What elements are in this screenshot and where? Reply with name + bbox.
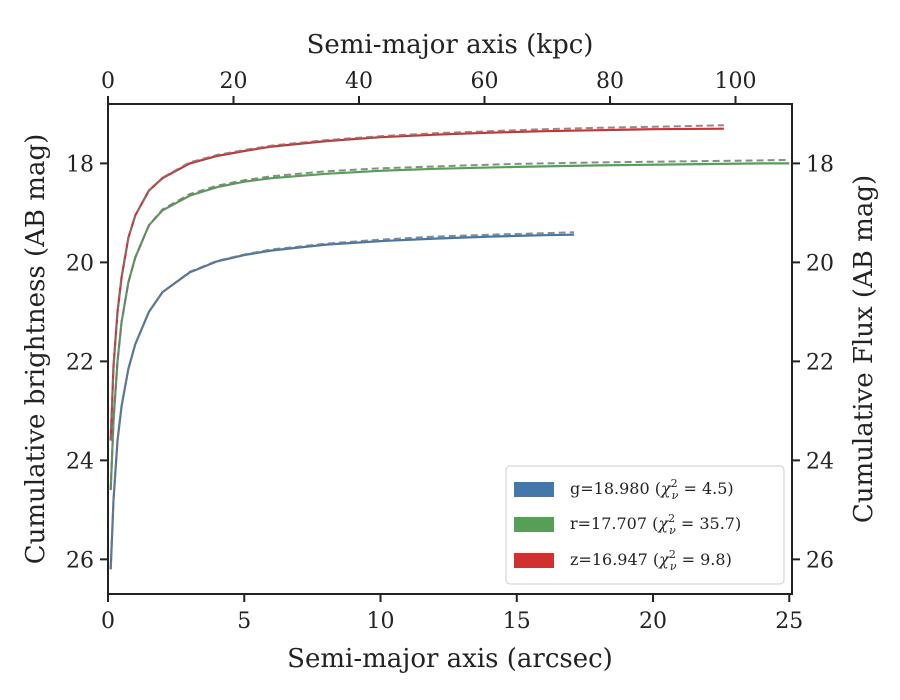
- x2-tick-label: 20: [220, 69, 248, 94]
- y2-tick-label: 26: [806, 548, 834, 573]
- x-tick-label: 15: [503, 609, 531, 634]
- x2-tick-label: 80: [596, 69, 624, 94]
- y2-tick-label: 20: [806, 251, 834, 276]
- model-line-g: [109, 231, 575, 570]
- x-tick-label: 0: [101, 609, 115, 634]
- y2-axis-label: Cumulative Flux (AB mag): [849, 175, 879, 523]
- y2-tick-label: 24: [806, 449, 834, 474]
- chart-ticks: 0 5 10 15 20 25 0 20 40 60 80 100 18 18 20 20 22 22 24 24 26…: [66, 69, 834, 634]
- x-tick-label: 20: [639, 609, 667, 634]
- x-tick-label: 5: [237, 609, 251, 634]
- plot-frame: [107, 103, 793, 595]
- model-line-r: [109, 158, 790, 491]
- y-tick-label: 22: [66, 350, 94, 375]
- y2-tick-label: 18: [806, 152, 834, 177]
- x-axis-label: Semi-major axis (arcsec): [287, 644, 613, 674]
- y-tick-label: 26: [66, 548, 94, 573]
- legend-label-g: g=18.980 (χ2 ν = 4.5): [570, 477, 734, 502]
- y-tick-label: 24: [66, 449, 94, 474]
- x2-axis-label: Semi-major axis (kpc): [307, 30, 594, 60]
- legend-label-r: r=17.707 (χ2 ν = 35.7): [570, 512, 741, 537]
- model-line-z: [109, 124, 724, 441]
- legend-swatch-z: [514, 553, 554, 568]
- x2-tick-label: 0: [101, 69, 115, 94]
- x2-tick-label: 100: [715, 69, 757, 94]
- legend-box: [505, 465, 785, 585]
- legend: g=18.980 (χ2 ν = 4.5) r=17.707 (χ2 ν = 35.…: [505, 465, 785, 585]
- legend-swatch-r: [514, 517, 554, 532]
- series-line-g: [109, 233, 575, 570]
- y-tick-label: 18: [66, 152, 94, 177]
- series-line-r: [109, 162, 790, 491]
- y-tick-label: 20: [66, 251, 94, 276]
- legend-swatch-g: [514, 482, 554, 497]
- y-axis-label: Cumulative brightness (AB mag): [21, 134, 51, 565]
- x-tick-label: 10: [367, 609, 395, 634]
- legend-label-z: z=16.947 (χ2 ν = 9.8): [570, 548, 732, 573]
- x2-tick-label: 40: [345, 69, 373, 94]
- x-tick-label: 25: [775, 609, 803, 634]
- x2-tick-label: 60: [471, 69, 499, 94]
- chart-marks: [109, 124, 790, 570]
- y2-tick-label: 22: [806, 350, 834, 375]
- series-line-z: [109, 127, 724, 441]
